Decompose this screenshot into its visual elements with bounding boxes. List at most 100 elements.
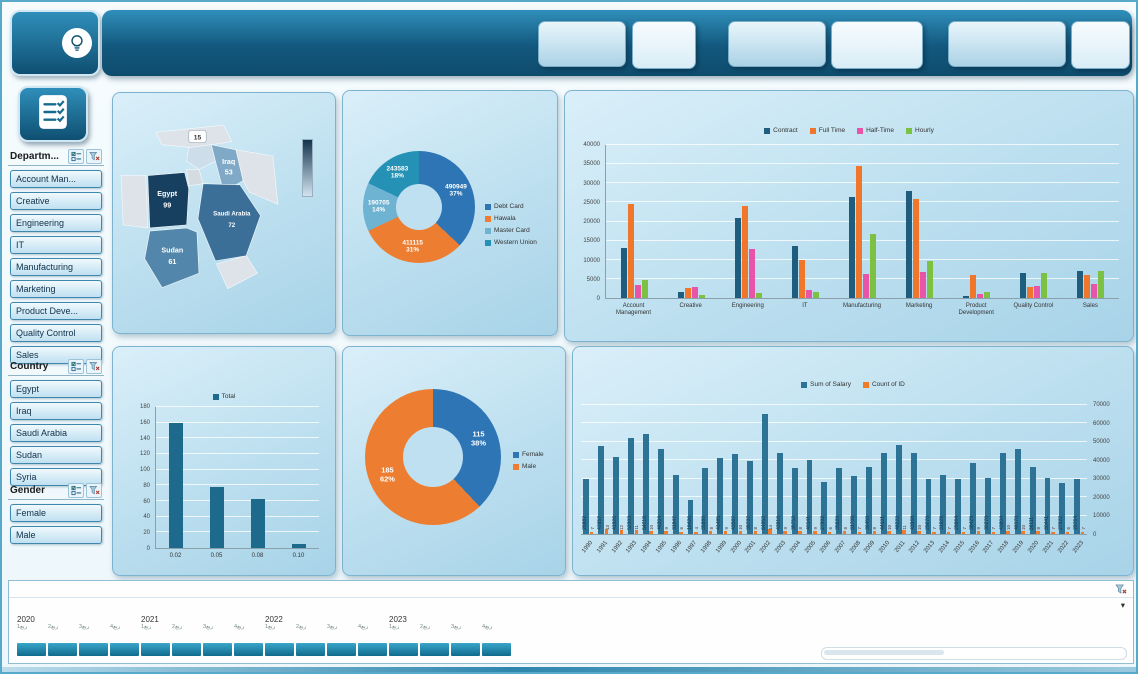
multi-select-icon[interactable] [68, 359, 84, 374]
timeline-cell[interactable] [79, 643, 108, 656]
count-bar [1051, 531, 1055, 534]
slicer-item-product-deve[interactable]: Product Deve... [10, 302, 102, 320]
slicer-item-male[interactable]: Male [10, 526, 102, 544]
grid-line [156, 515, 319, 517]
slicer-item-account-man[interactable]: Account Man... [10, 170, 102, 188]
axis-tick-label: 60 [143, 498, 150, 505]
timeline-cell[interactable] [17, 643, 46, 656]
timeline-cell[interactable] [172, 643, 201, 656]
money-donut-chart[interactable]: 490949 37% 411115 31% 190705 14% 243583 18% [363, 151, 475, 263]
count-bar [1065, 531, 1070, 534]
axis-tick-label: 60000 [1093, 420, 1110, 427]
legend-swatch [212, 393, 219, 400]
bar-full-time [856, 166, 862, 298]
bar-column: 35880 8 [700, 405, 715, 534]
timeline-cell[interactable] [48, 643, 77, 656]
plot-area: 29882 7 47657 13 41926 12 52303 11 54219 10 46204 9… [581, 404, 1087, 535]
slicer-item-syria[interactable]: Syria [10, 468, 102, 486]
category-label: Product Development [958, 303, 994, 316]
slicer-item-iraq[interactable]: Iraq [10, 402, 102, 420]
axis-tick-label: 15000 [583, 238, 600, 245]
legend-swatch [801, 381, 808, 388]
gender-donut-chart[interactable]: 115 38% 185 62% [365, 389, 501, 525]
year-label: 1994 [640, 540, 654, 555]
legend-item: Sum of Salary [801, 381, 851, 388]
slicer-item-sudan[interactable]: Sudan [10, 446, 102, 464]
bar-group [278, 407, 319, 548]
timeline-cell[interactable] [420, 643, 449, 656]
timeline-cell[interactable] [265, 643, 294, 656]
department-worktype-panel: Contract Full Time Half-Time Hourly 0 5000 10… [564, 90, 1134, 342]
bar-column: 44101 10 [879, 405, 894, 534]
count-bar [604, 529, 609, 534]
slicer-item-saudi-arabia[interactable]: Saudi Arabia [10, 424, 102, 442]
timeline-scrollbar-thumb[interactable] [824, 650, 944, 655]
slicer-item-it[interactable]: IT [10, 236, 102, 254]
bar-hourly [870, 233, 876, 298]
slicer-item-female[interactable]: Female [10, 504, 102, 522]
category-label: IT [802, 303, 808, 309]
axis-tick-label: 30000 [583, 180, 600, 187]
timeline-cell[interactable] [141, 643, 170, 656]
salary-bar [925, 479, 932, 534]
timeline-cell[interactable] [482, 643, 511, 656]
clear-filter-icon[interactable] [86, 149, 102, 164]
timeline-cell[interactable] [110, 643, 139, 656]
grid-line [581, 459, 1087, 461]
timeline-cell[interactable] [327, 643, 356, 656]
slicer-item-creative[interactable]: Creative [10, 192, 102, 210]
year-label-cell: 1993 [626, 537, 641, 571]
timeline-cell[interactable] [234, 643, 263, 656]
count-bar [976, 530, 981, 534]
count-value-label: 6 [678, 527, 684, 530]
checklist-nav-button[interactable] [18, 86, 88, 142]
clear-filter-icon[interactable] [1115, 584, 1127, 595]
legend-label: Debt Card [494, 203, 524, 210]
timeline-cell[interactable] [451, 643, 480, 656]
slicer-item-quality-control[interactable]: Quality Control [10, 324, 102, 342]
timeline-cell[interactable] [389, 643, 418, 656]
year-label: 1996 [670, 540, 684, 555]
clear-filter-icon[interactable] [86, 359, 102, 374]
slicer-item-egypt[interactable]: Egypt [10, 380, 102, 398]
count-bar [1006, 530, 1010, 534]
salary-value-label: 41926 [612, 516, 619, 530]
year-label-cell: 2023 [1072, 537, 1087, 571]
timeline-granularity-dropdown[interactable]: ▾ [1118, 600, 1125, 611]
year-label: 2015 [952, 540, 966, 555]
timeline-cell[interactable] [203, 643, 232, 656]
year-label: 2014 [937, 540, 951, 555]
year-label: 1992 [610, 540, 624, 555]
year-label-cell: 2021 [1042, 537, 1057, 571]
timeline-cell[interactable] [358, 643, 387, 656]
salary-value-label: 18426 [686, 516, 693, 530]
category-label: 0.08 [251, 553, 264, 559]
gender-donut-legend: Female Male [513, 451, 544, 470]
salary-value-label: 35880 [701, 516, 708, 530]
multi-select-icon[interactable] [68, 149, 84, 164]
grid-line [606, 182, 1119, 184]
money-panel-title [343, 91, 557, 99]
year-label-cell: 2004 [789, 537, 804, 571]
slicer-item-manufacturing[interactable]: Manufacturing [10, 258, 102, 276]
salary-value-label: 41485 [716, 516, 723, 530]
count-value-label: 10 [649, 524, 655, 530]
slicer-item-marketing[interactable]: Marketing [10, 280, 102, 298]
bar-group [197, 407, 238, 548]
salary-value-label: 30441 [1043, 516, 1050, 530]
count-value-label: 7 [931, 527, 937, 530]
slicer-item-engineering[interactable]: Engineering [10, 214, 102, 232]
timeline-scrollbar[interactable] [821, 647, 1127, 660]
multi-select-icon[interactable] [68, 483, 84, 498]
clear-filter-icon[interactable] [86, 483, 102, 498]
count-value-label: 13 [604, 524, 610, 530]
year-label-cell: 2003 [774, 537, 789, 571]
bar-column: 29882 7 [581, 405, 596, 534]
year-label: 2005 [804, 540, 818, 555]
bar-total [210, 486, 225, 548]
slicer-title: Country [10, 361, 49, 372]
timeline-cell[interactable] [296, 643, 325, 656]
slice-pct: 37% [449, 190, 463, 198]
grid-line [581, 514, 1087, 516]
